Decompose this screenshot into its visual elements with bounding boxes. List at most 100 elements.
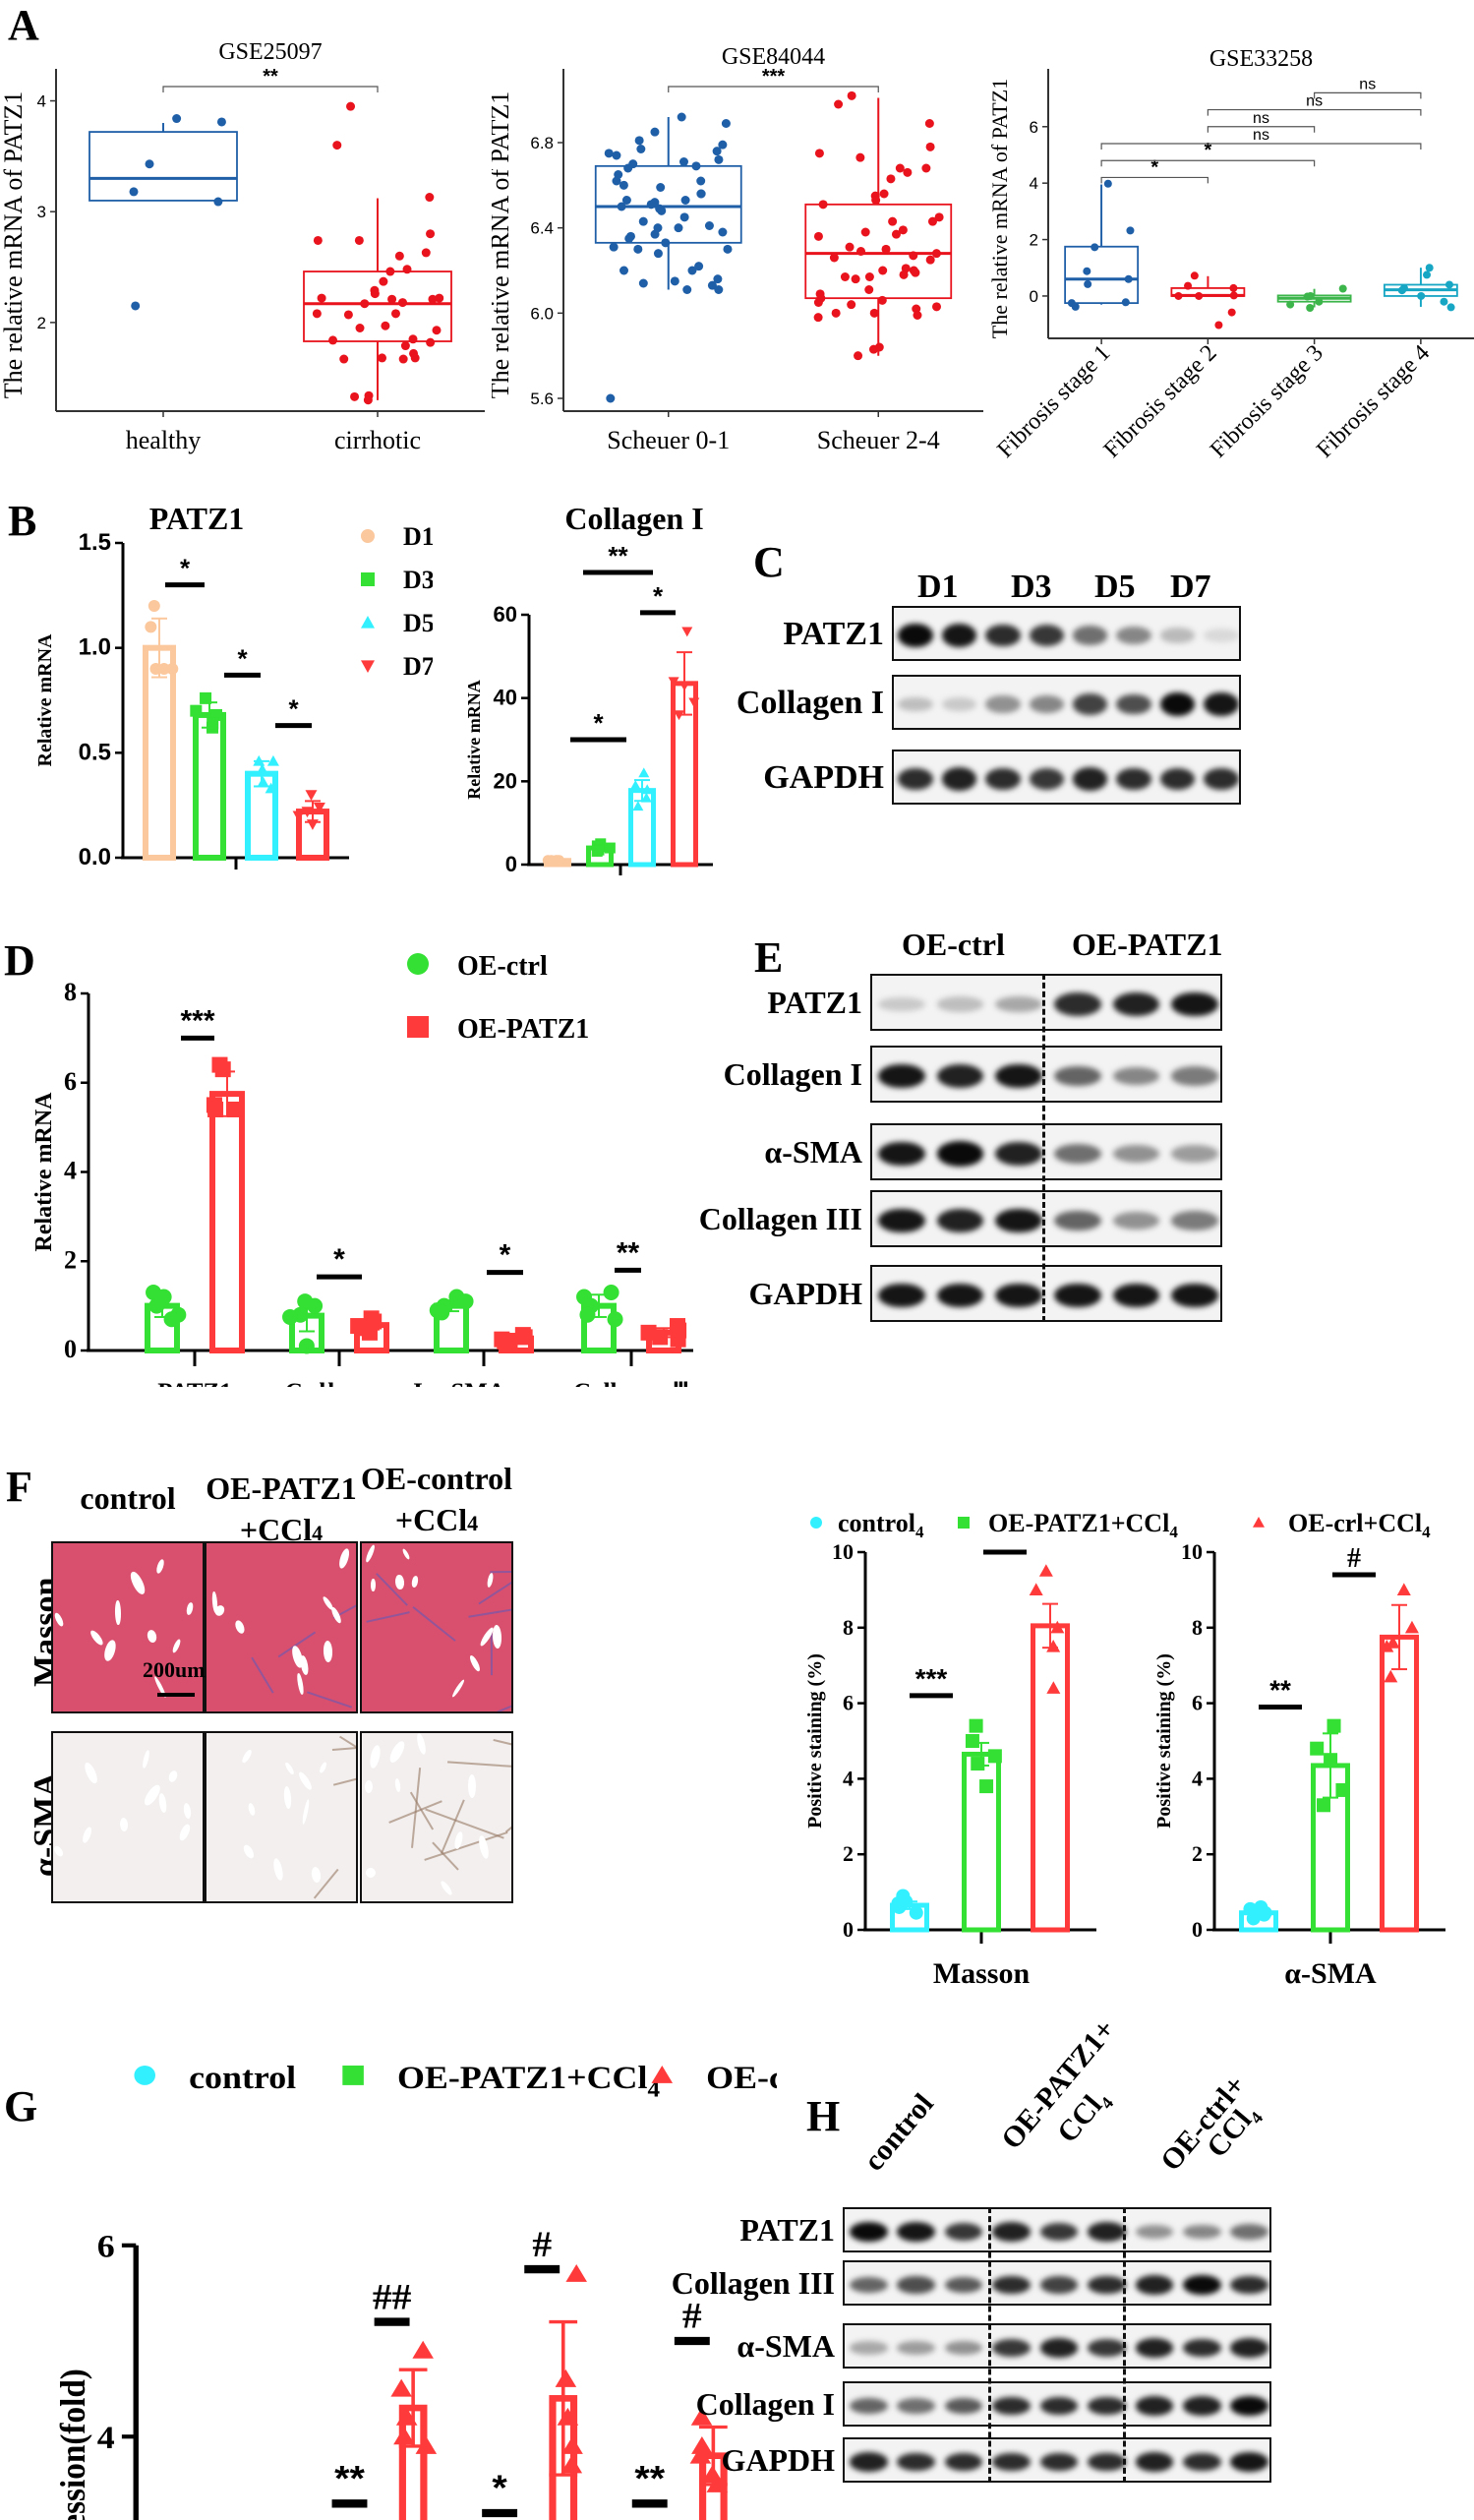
svg-text:OE-ctrl+CCl4: OE-ctrl+CCl4: [706, 2060, 777, 2102]
blot-band: [1182, 2338, 1221, 2358]
panel-label-f: F: [6, 1463, 32, 1511]
blot-band: [985, 767, 1021, 791]
bar-2: [1380, 1583, 1419, 1933]
blot-row-label: Collagen III: [671, 2265, 835, 2301]
svg-text:**: **: [334, 2459, 365, 2498]
svg-text:D7: D7: [403, 652, 433, 681]
svg-text:#: #: [1347, 1544, 1361, 1574]
blot-band: [1112, 1145, 1160, 1163]
blot-band: [877, 1063, 925, 1089]
svg-text:Scheuer 2-4: Scheuer 2-4: [817, 426, 940, 454]
svg-text:Collagen: Collagen: [285, 1379, 393, 1387]
svg-text:*: *: [492, 2469, 507, 2508]
svg-text:*: *: [333, 1243, 345, 1276]
svg-text:1.5: 1.5: [79, 529, 111, 556]
bar-oe-ctrl-1: [282, 1293, 324, 1354]
panel-label-g: G: [4, 2082, 38, 2130]
asma-ihc-image: [360, 1731, 513, 1903]
blot-row-label: α-SMA: [737, 2328, 835, 2364]
legend-b: D1 D3 D5 D7: [361, 522, 433, 681]
blot-band: [936, 1208, 984, 1233]
svg-text:***: ***: [762, 66, 786, 88]
blot-band: [1159, 767, 1196, 791]
svg-text:***: ***: [915, 1663, 948, 1694]
svg-text:6.0: 6.0: [530, 304, 554, 323]
bar-1: [1310, 1718, 1350, 1933]
svg-text:OE-PATZ1+CCl4: OE-PATZ1+CCl4: [988, 1509, 1178, 1541]
lane-divider: [988, 2207, 991, 2483]
blot-band: [1088, 2452, 1126, 2472]
svg-text:ns: ns: [1253, 110, 1269, 127]
blot-band: [936, 1141, 984, 1167]
lane-divider: [1123, 2207, 1126, 2483]
svg-text:10: 10: [1181, 1544, 1203, 1564]
blot-band: [897, 2398, 936, 2414]
blot-band: [1135, 2224, 1174, 2240]
blot-strip-collagen-i: [843, 2381, 1271, 2427]
svg-text:Scheuer 0-1: Scheuer 0-1: [607, 426, 730, 454]
blot-strip-collagen-i: [870, 1046, 1222, 1103]
y-axis-label: Positive staining (%): [804, 1653, 826, 1829]
blot-band: [897, 2276, 936, 2294]
blot-band: [1204, 691, 1239, 716]
lane-divider: [1042, 974, 1045, 1322]
blot-band: [1029, 624, 1065, 647]
legend-d: OE-ctrl OE-PATZ1: [407, 951, 589, 1045]
svg-text:Fibrosis stage 4: Fibrosis stage 4: [1312, 340, 1435, 463]
blot-band: [944, 2276, 983, 2294]
blot-band: [1135, 2338, 1174, 2358]
lane-group-label: OE-PATZ1: [1072, 927, 1223, 962]
svg-text:OE-crl+CCl4: OE-crl+CCl4: [1288, 1509, 1431, 1541]
blot-band: [936, 1283, 984, 1308]
bar-d5: [245, 754, 279, 861]
svg-text:6: 6: [843, 1691, 854, 1715]
blot-band: [877, 1208, 925, 1233]
lane-group-label: control: [856, 2087, 940, 2178]
blot-band: [1112, 1283, 1160, 1308]
blot-band: [1159, 691, 1196, 717]
bar-d1: [143, 600, 179, 861]
svg-text:*: *: [237, 643, 248, 673]
chart-title: GSE84044: [722, 44, 825, 70]
svg-text:**: **: [634, 2459, 665, 2498]
blot-band: [1230, 2395, 1269, 2417]
blot-band: [1039, 2276, 1079, 2294]
svg-text:0.5: 0.5: [79, 739, 111, 765]
blot-row-label: Collagen I: [736, 685, 884, 721]
blot-strip-gapdh: [870, 1265, 1222, 1322]
bar-2-2: [549, 2263, 587, 2520]
blot-band: [1053, 1144, 1101, 1164]
blot-row-label: GAPDH: [721, 2442, 835, 2478]
lane-group-label: D1: [917, 569, 959, 605]
bar-d5: [628, 767, 656, 868]
bar-2: [1029, 1564, 1070, 1933]
svg-text:##: ##: [373, 2278, 411, 2317]
svg-text:6: 6: [1030, 118, 1038, 137]
bar-oe-patz1-3: [640, 1318, 687, 1354]
blot-band: [941, 696, 977, 712]
svg-text:60: 60: [494, 602, 517, 627]
masson-image: [51, 1541, 205, 1713]
lane-group-label: D5: [1094, 569, 1136, 605]
blot-band: [1204, 767, 1239, 791]
bar-1: [962, 1718, 1002, 1933]
box-fibrosis-stage-3: [1276, 284, 1352, 313]
svg-text:0: 0: [1192, 1917, 1203, 1942]
panel-label-a: A: [8, 1, 39, 49]
blot-band: [1171, 991, 1219, 1017]
svg-text:cirrhotic: cirrhotic: [334, 426, 421, 454]
y-axis-label: The relative mRNA of PATZ1: [987, 79, 1012, 338]
svg-text:4: 4: [843, 1766, 854, 1790]
blot-row-label: GAPDH: [748, 1276, 862, 1311]
asma-ihc-image: [205, 1731, 358, 1903]
blot-strip-patz1: [843, 2207, 1271, 2252]
blot-band: [1053, 1210, 1101, 1231]
bar-2-3: [689, 2407, 729, 2520]
western-blot-e: PATZ1 Collagen I α-SMA Collagen III GAPDH OE-…: [699, 925, 1474, 1357]
svg-text:OE-PATZ1+CCl4: OE-PATZ1+CCl4: [397, 2060, 660, 2102]
svg-text:##: ##: [991, 1544, 1019, 1551]
blot-band: [992, 2275, 1031, 2295]
blot-band: [985, 624, 1021, 647]
